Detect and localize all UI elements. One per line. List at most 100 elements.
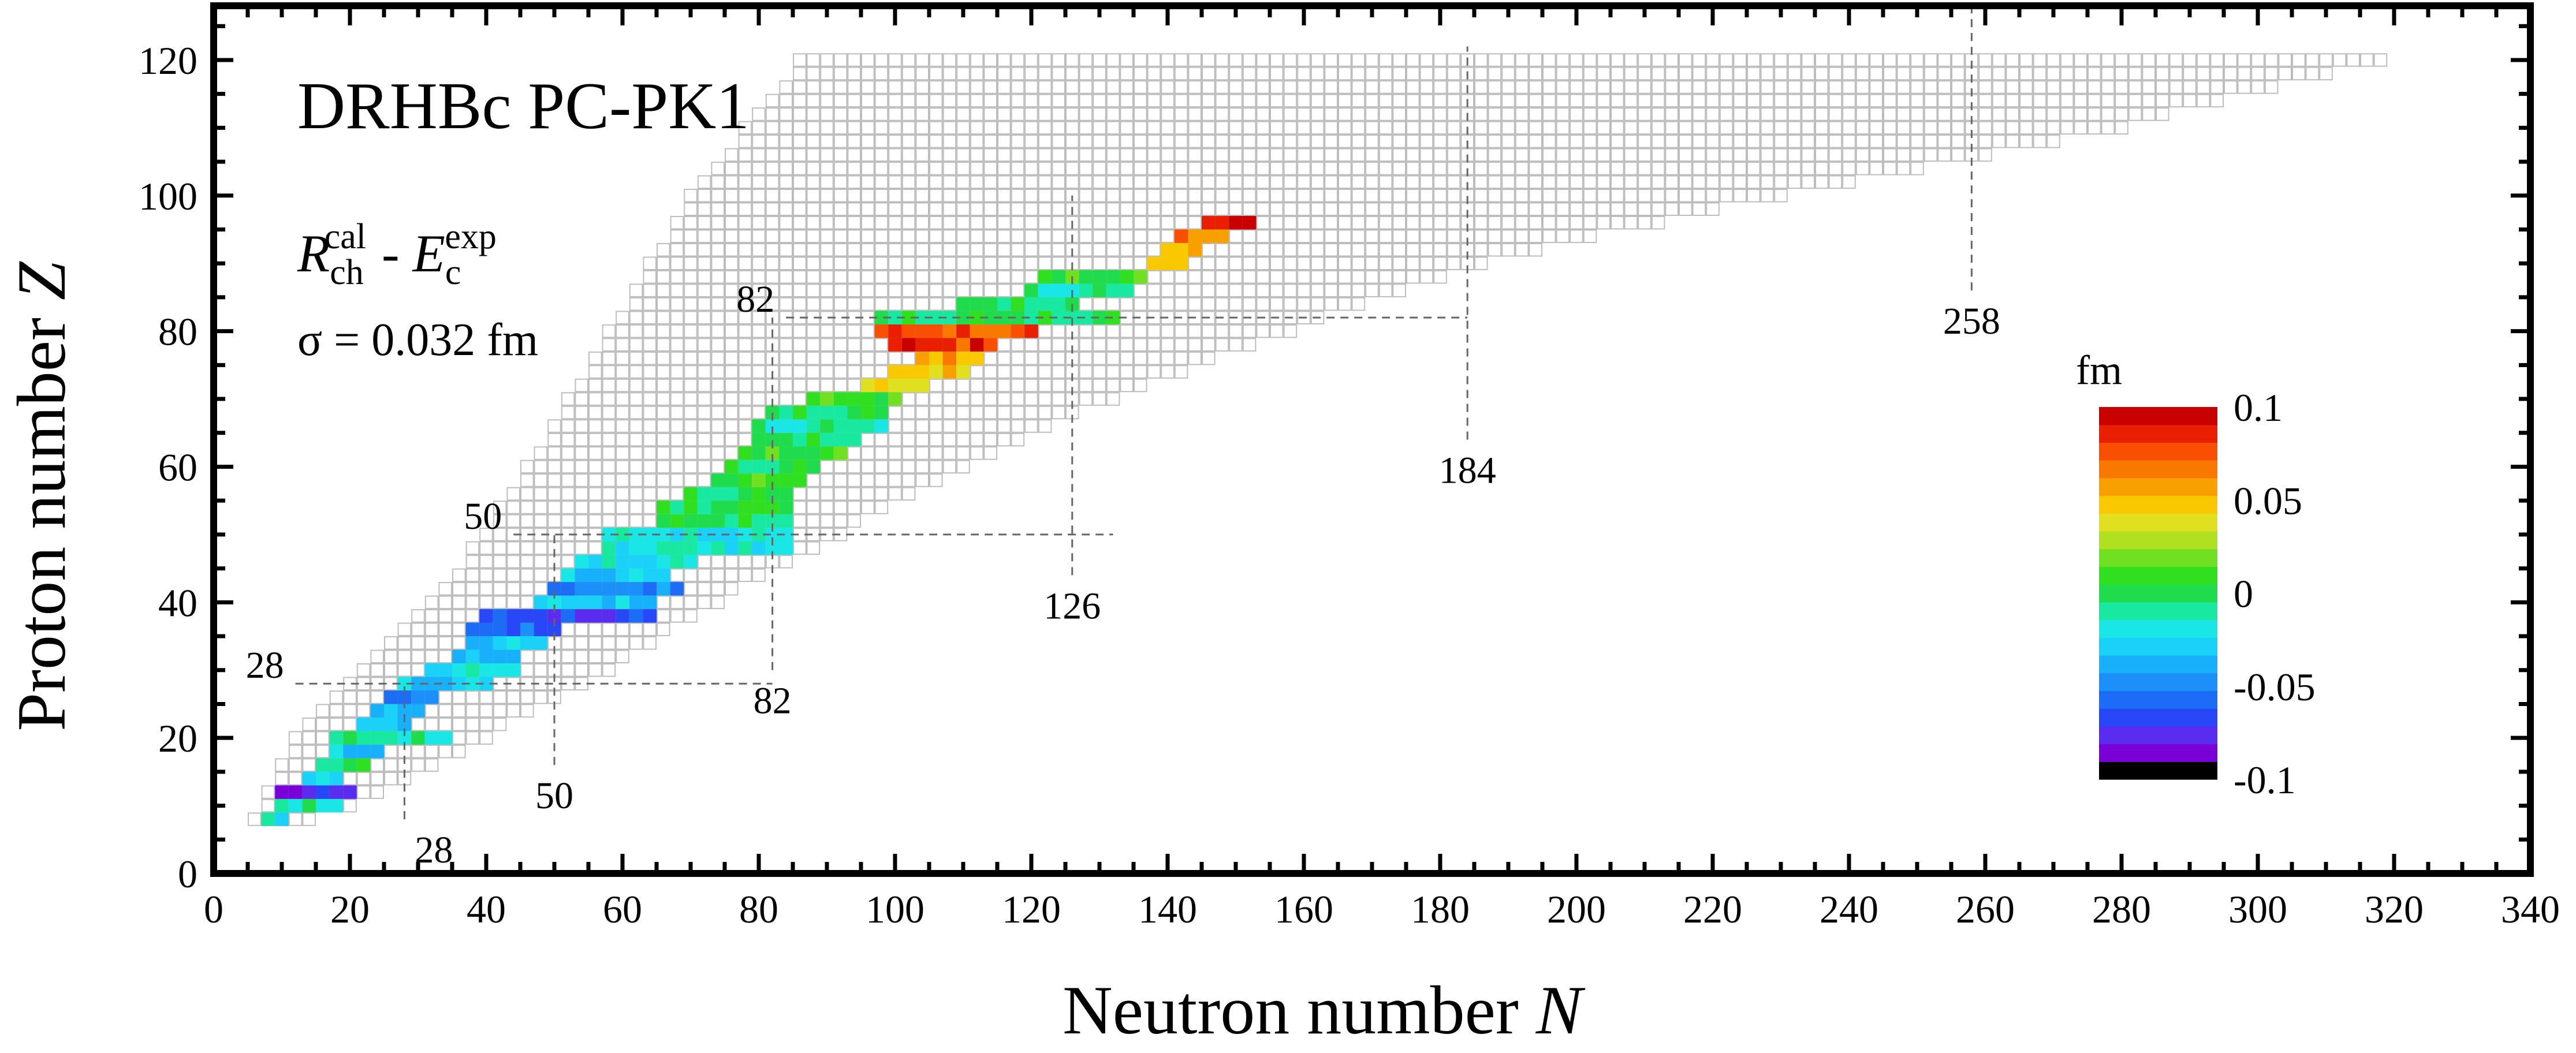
- grid-cell: [1052, 148, 1066, 162]
- grid-cell: [1583, 135, 1597, 148]
- grid-cell: [1011, 175, 1025, 189]
- data-cell: [820, 419, 834, 433]
- grid-cell: [1310, 202, 1325, 216]
- grid-cell: [1542, 175, 1556, 189]
- grid-cell: [793, 66, 807, 81]
- grid-cell: [2196, 80, 2210, 94]
- grid-cell: [1706, 107, 1720, 121]
- chart-title: DRHBc PC-PK1: [297, 69, 750, 143]
- grid-cell: [779, 189, 793, 203]
- grid-cell: [493, 582, 507, 596]
- grid-cell: [1392, 270, 1406, 284]
- grid-cell: [2046, 135, 2060, 148]
- grid-cell: [2087, 107, 2101, 121]
- data-cell: [1106, 311, 1120, 324]
- grid-cell: [1923, 80, 1938, 94]
- grid-cell: [1011, 338, 1025, 352]
- grid-cell: [1351, 162, 1366, 176]
- data-cell: [738, 487, 752, 501]
- grid-cell: [1651, 216, 1665, 230]
- grid-cell: [1638, 80, 1652, 94]
- grid-cell: [806, 162, 821, 176]
- grid-cell: [275, 758, 289, 772]
- grid-cell: [1774, 162, 1788, 176]
- grid-cell: [643, 351, 657, 365]
- grid-cell: [1529, 148, 1542, 162]
- grid-cell: [956, 270, 970, 284]
- grid-cell: [1651, 148, 1665, 162]
- data-cell: [397, 704, 412, 718]
- grid-cell: [1570, 162, 1583, 176]
- data-cell: [438, 663, 452, 677]
- grid-cell: [915, 189, 930, 203]
- grid-cell: [1760, 80, 1775, 94]
- grid-cell: [1883, 107, 1897, 121]
- data-cell: [643, 541, 657, 555]
- grid-cell: [874, 66, 889, 81]
- grid-cell: [1611, 121, 1624, 135]
- grid-cell: [833, 351, 848, 365]
- data-cell: [316, 758, 330, 772]
- grid-cell: [1719, 80, 1734, 94]
- grid-cell: [561, 555, 575, 569]
- grid-cell: [1134, 148, 1147, 162]
- grid-cell: [1270, 189, 1284, 203]
- grid-cell: [888, 189, 902, 203]
- data-cell: [670, 582, 684, 596]
- grid-cell: [806, 378, 821, 393]
- grid-cell: [1570, 66, 1583, 81]
- grid-cell: [738, 135, 752, 148]
- grid-cell: [1079, 338, 1093, 352]
- grid-cell: [2278, 53, 2292, 67]
- data-cell: [738, 514, 752, 528]
- grid-cell: [861, 446, 875, 460]
- grid-cell: [888, 229, 902, 243]
- grid-cell: [1283, 66, 1298, 81]
- grid-cell: [1052, 107, 1066, 121]
- grid-cell: [1079, 107, 1093, 121]
- grid-cell: [1120, 365, 1134, 379]
- grid-cell: [725, 189, 739, 203]
- grid-cell: [970, 270, 984, 284]
- grid-cell: [684, 419, 698, 433]
- grid-cell: [847, 297, 862, 311]
- grid-cell: [520, 649, 534, 663]
- grid-cell: [888, 243, 902, 257]
- grid-cell: [1747, 107, 1761, 121]
- grid-cell: [697, 283, 711, 297]
- data-cell: [901, 324, 916, 338]
- grid-cell: [793, 487, 807, 501]
- grid-cell: [465, 704, 480, 718]
- grid-cell: [670, 351, 684, 365]
- grid-cell: [1692, 107, 1706, 121]
- colorbar-segment: [2099, 424, 2217, 443]
- grid-cell: [1883, 148, 1897, 162]
- grid-cell: [997, 94, 1011, 108]
- grid-cell: [2060, 66, 2074, 81]
- grid-cell: [956, 148, 970, 162]
- grid-cell: [479, 731, 493, 745]
- data-cell: [793, 419, 807, 433]
- grid-cell: [657, 622, 670, 636]
- grid-cell: [697, 324, 711, 338]
- grid-cell: [670, 568, 684, 582]
- grid-cell: [316, 731, 330, 745]
- grid-cell: [1937, 148, 1951, 162]
- grid-cell: [1093, 378, 1106, 393]
- grid-cell: [616, 419, 629, 433]
- grid-cell: [2033, 121, 2047, 135]
- grid-cell: [1038, 189, 1052, 203]
- grid-cell: [942, 107, 957, 121]
- grid-cell: [1706, 80, 1720, 94]
- grid-cell: [1147, 189, 1161, 203]
- grid-cell: [1937, 66, 1951, 81]
- grid-cell: [2033, 53, 2047, 67]
- grid-cell: [1011, 107, 1025, 121]
- grid-cell: [942, 297, 957, 311]
- grid-cell: [2183, 66, 2197, 81]
- data-cell: [384, 690, 398, 704]
- grid-cell: [1651, 162, 1665, 176]
- grid-cell: [765, 189, 780, 203]
- data-cell: [356, 717, 371, 731]
- grid-cell: [1542, 135, 1556, 148]
